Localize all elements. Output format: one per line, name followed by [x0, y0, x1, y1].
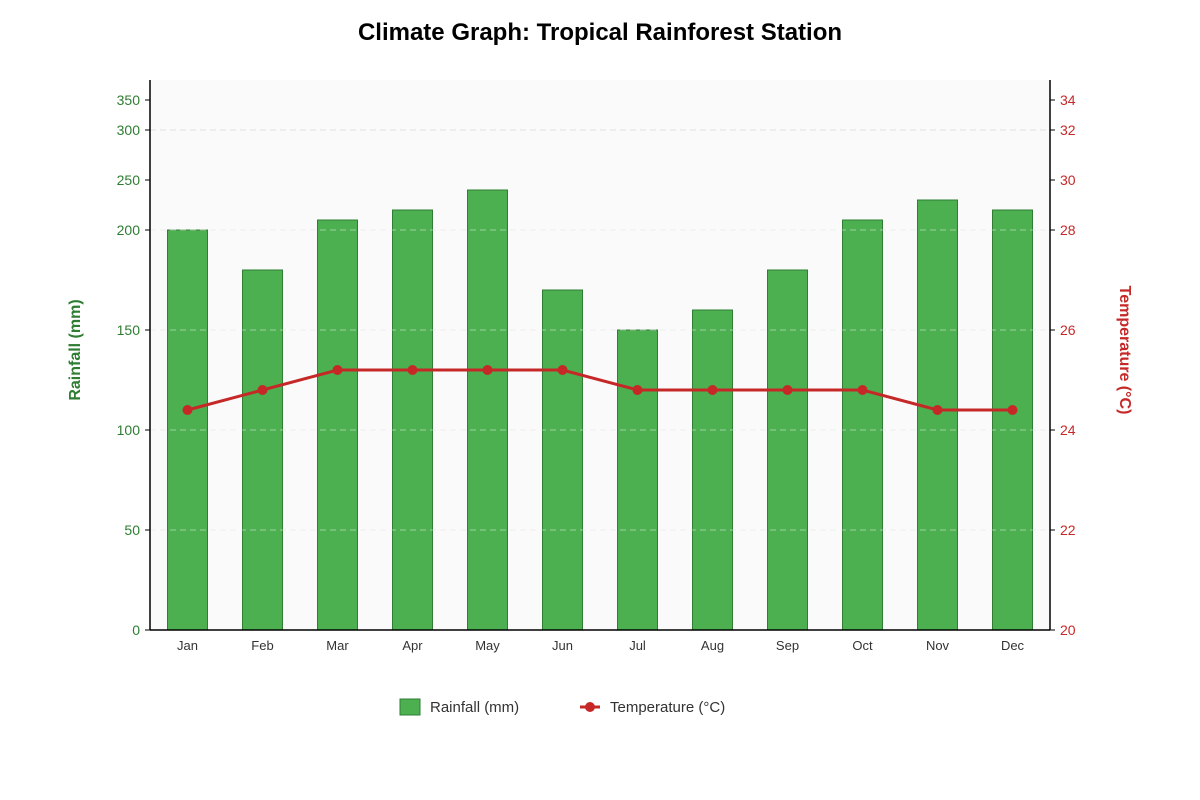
x-tick-label: Aug: [701, 638, 724, 653]
temperature-point-aug: [707, 385, 718, 395]
temperature-point-may: [482, 365, 493, 375]
left-tick-label: 300: [117, 122, 141, 138]
bar-rainfall-dec: [992, 209, 1033, 631]
x-tick-label: Dec: [1001, 638, 1025, 653]
x-tick-label: Jan: [177, 638, 198, 653]
x-tick-label: Feb: [251, 638, 273, 653]
x-tick-label: Jul: [629, 638, 646, 653]
chart-title: Climate Graph: Tropical Rainforest Stati…: [358, 19, 842, 46]
temperature-point-oct: [857, 385, 868, 395]
left-tick-label: 150: [117, 322, 141, 338]
temperature-point-nov: [932, 405, 943, 415]
temperature-point-sep: [782, 385, 793, 395]
left-tick-label: 50: [124, 522, 140, 538]
legend: Rainfall (mm) Temperature (°C): [399, 698, 725, 716]
left-tick-label: 100: [117, 422, 141, 438]
legend-temperature-label: Temperature (°C): [610, 699, 725, 716]
left-tick-label: 250: [117, 172, 141, 188]
y-left-axis-label: Rainfall (mm): [67, 299, 84, 400]
right-axis-ticks: 20 22 24 26 28 30 32 34: [1050, 92, 1076, 638]
x-tick-label: Sep: [776, 638, 799, 653]
temperature-point-apr: [407, 365, 418, 375]
bar-rainfall-jun: [542, 289, 583, 631]
bar-rainfall-oct: [842, 219, 883, 631]
right-tick-label: 20: [1060, 622, 1076, 638]
bar-rainfall-may: [467, 189, 508, 631]
rainfall-bars: [150, 189, 1050, 631]
temperature-line: [187, 368, 1013, 412]
left-tick-label: 200: [117, 222, 141, 238]
bar-rainfall-aug: [692, 309, 733, 631]
x-tick-label: May: [475, 638, 500, 653]
right-tick-label: 22: [1060, 522, 1076, 538]
x-tick-label: Mar: [326, 638, 349, 653]
bar-rainfall-jan: [167, 229, 208, 631]
left-tick-label: 0: [132, 622, 140, 638]
legend-rainfall-label: Rainfall (mm): [430, 699, 519, 716]
right-tick-label: 32: [1060, 122, 1076, 138]
left-axis-ticks: 0 50 100 150 200 250 300 350: [117, 92, 150, 638]
temperature-point-jun: [557, 365, 568, 375]
x-tick-label: Apr: [402, 638, 423, 653]
legend-rainfall-swatch: [399, 698, 421, 716]
right-tick-label: 24: [1060, 422, 1076, 438]
x-axis-ticks: Jan Feb Mar Apr May Jun Jul Aug Sep Oct Nov Dec: [177, 638, 1025, 653]
bar-rainfall-feb: [242, 269, 283, 631]
bar-rainfall-sep: [767, 269, 808, 631]
right-tick-label: 34: [1060, 92, 1076, 108]
right-tick-label: 28: [1060, 222, 1076, 238]
right-tick-label: 30: [1060, 172, 1076, 188]
temperature-point-jul: [632, 385, 643, 395]
plot-area: [150, 80, 1050, 630]
bar-rainfall-mar: [317, 219, 358, 631]
x-tick-label: Nov: [926, 638, 950, 653]
temperature-point-mar: [332, 365, 343, 375]
y-right-axis-label: Temperature (°C): [1116, 286, 1133, 415]
x-tick-label: Jun: [552, 638, 573, 653]
legend-temperature-marker: [585, 702, 595, 712]
temperature-point-feb: [257, 385, 268, 395]
temperature-point-jan: [182, 405, 193, 415]
temperature-line-group: [182, 365, 1018, 415]
gridlines: [150, 129, 1050, 531]
left-tick-label: 350: [117, 92, 141, 108]
bar-rainfall-jul: [617, 329, 658, 631]
bar-rainfall-apr: [392, 209, 433, 631]
x-tick-label: Oct: [852, 638, 873, 653]
right-tick-label: 26: [1060, 322, 1076, 338]
temperature-point-dec: [1007, 405, 1018, 415]
